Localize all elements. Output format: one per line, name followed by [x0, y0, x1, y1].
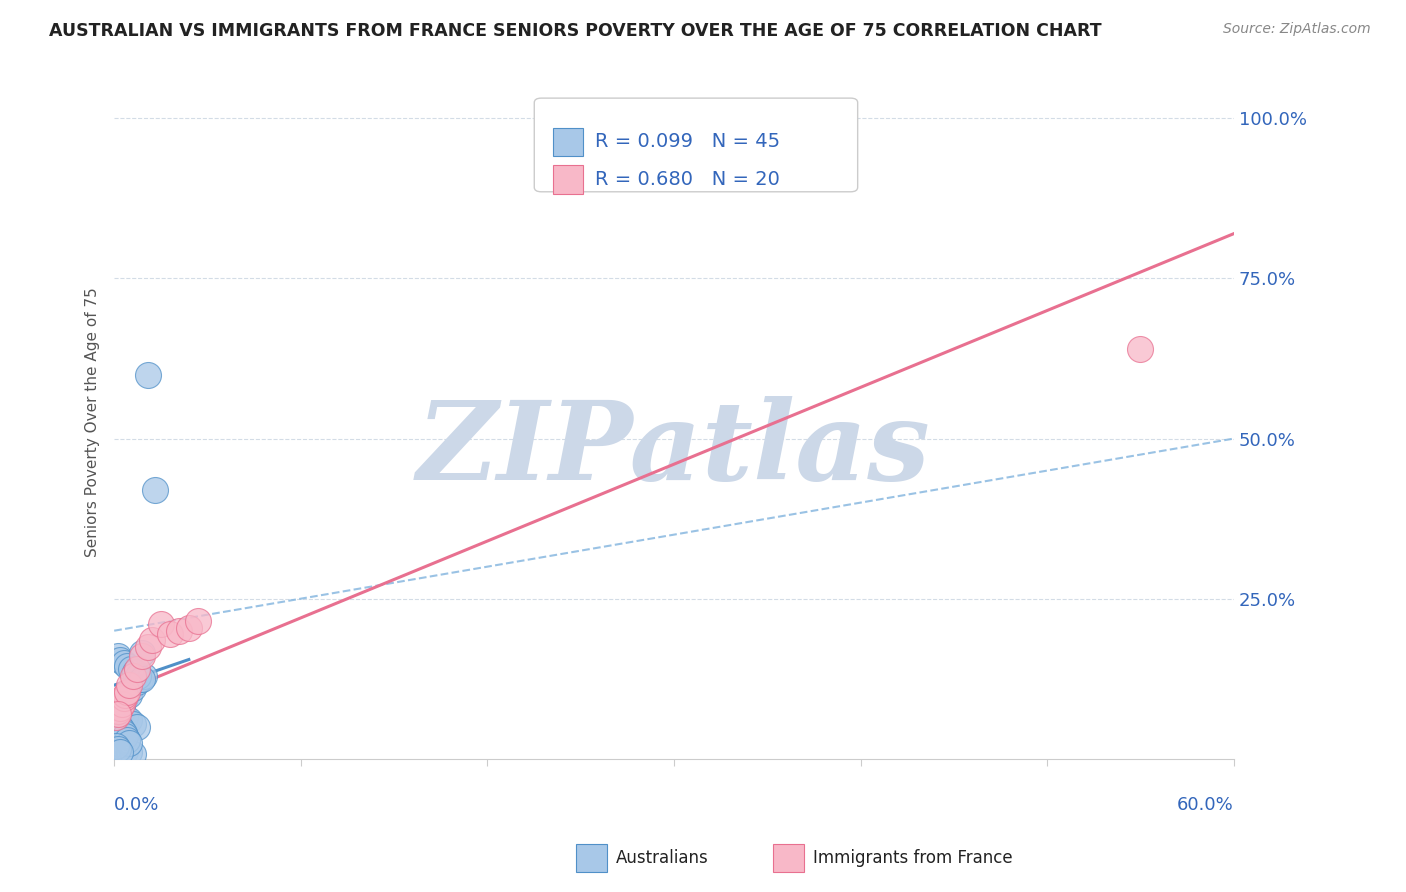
Point	[125, 662, 148, 676]
Point	[111, 742, 134, 756]
Point	[187, 614, 209, 628]
Text: 60.0%: 60.0%	[1177, 796, 1234, 814]
Point	[111, 704, 134, 718]
Point	[118, 688, 141, 702]
Point	[107, 704, 129, 718]
Text: AUSTRALIAN VS IMMIGRANTS FROM FRANCE SENIORS POVERTY OVER THE AGE OF 75 CORRELAT: AUSTRALIAN VS IMMIGRANTS FROM FRANCE SEN…	[49, 22, 1102, 40]
Point	[141, 633, 163, 648]
Text: R = 0.099   N = 45: R = 0.099 N = 45	[595, 132, 780, 152]
Point	[107, 723, 129, 737]
Point	[107, 649, 129, 664]
Point	[118, 714, 141, 728]
Point	[143, 483, 166, 497]
Text: Source: ZipAtlas.com: Source: ZipAtlas.com	[1223, 22, 1371, 37]
Point	[112, 656, 135, 670]
Point	[118, 678, 141, 692]
Point	[118, 745, 141, 759]
Point	[114, 688, 136, 702]
Point	[125, 675, 148, 690]
Point	[105, 714, 128, 728]
Point	[112, 730, 135, 744]
Point	[108, 700, 131, 714]
Point	[129, 672, 152, 686]
Point	[108, 726, 131, 740]
Point	[125, 720, 148, 734]
Point	[131, 649, 153, 664]
Text: R = 0.680   N = 20: R = 0.680 N = 20	[595, 169, 779, 189]
Point	[107, 706, 129, 721]
Point	[120, 662, 142, 676]
Point	[131, 672, 153, 686]
Point	[114, 690, 136, 705]
Point	[118, 736, 141, 750]
Point	[117, 732, 139, 747]
Text: Australians: Australians	[616, 849, 709, 867]
Point	[169, 624, 191, 638]
Point	[136, 368, 159, 382]
Point	[112, 690, 135, 705]
Point	[107, 700, 129, 714]
Point	[1129, 342, 1152, 356]
Point	[108, 652, 131, 666]
Point	[117, 684, 139, 698]
Point	[114, 730, 136, 744]
Point	[117, 659, 139, 673]
Point	[111, 723, 134, 737]
Point	[114, 744, 136, 758]
Point	[117, 732, 139, 747]
Point	[107, 742, 129, 756]
Point	[114, 710, 136, 724]
Text: ZIPatlas: ZIPatlas	[418, 396, 931, 503]
Point	[108, 739, 131, 753]
Point	[127, 668, 149, 682]
Point	[112, 726, 135, 740]
Point	[121, 747, 143, 761]
Point	[105, 710, 128, 724]
Point	[107, 736, 129, 750]
Point	[108, 745, 131, 759]
Point	[132, 668, 155, 682]
Point	[107, 716, 129, 731]
Point	[111, 698, 134, 712]
Point	[124, 665, 146, 680]
Point	[105, 739, 128, 753]
Point	[177, 620, 200, 634]
Text: 0.0%: 0.0%	[114, 796, 159, 814]
Point	[108, 720, 131, 734]
Text: Immigrants from France: Immigrants from France	[813, 849, 1012, 867]
Point	[121, 668, 143, 682]
Point	[121, 681, 143, 696]
Point	[149, 617, 172, 632]
Point	[131, 646, 153, 660]
Y-axis label: Seniors Poverty Over the Age of 75: Seniors Poverty Over the Age of 75	[86, 288, 100, 558]
Point	[159, 627, 181, 641]
Point	[136, 640, 159, 654]
Point	[111, 698, 134, 712]
Point	[121, 716, 143, 731]
